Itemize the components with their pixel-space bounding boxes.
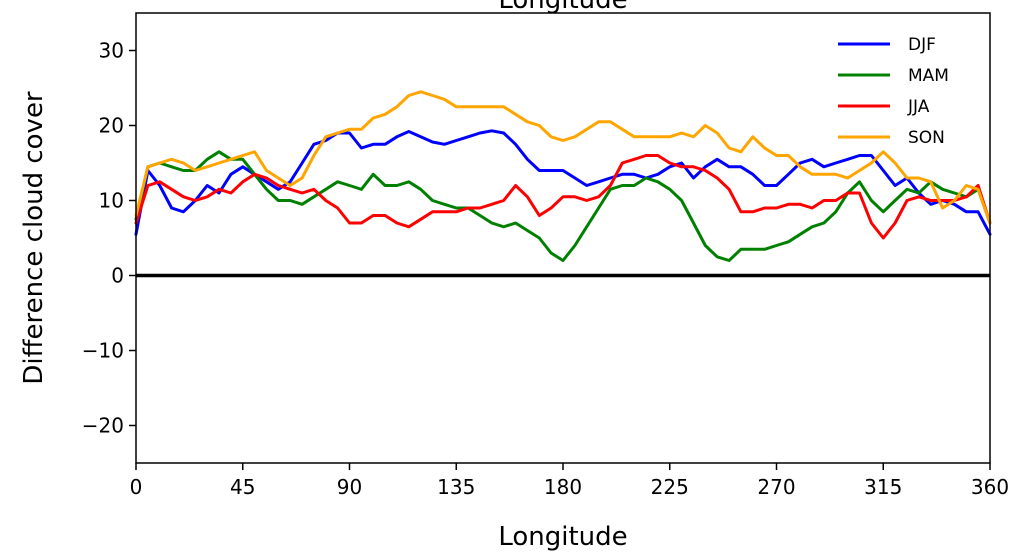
legend: DJF MAM JJA SON bbox=[838, 35, 949, 148]
x-tick-label: 315 bbox=[864, 475, 902, 499]
x-tick-label: 45 bbox=[230, 475, 255, 499]
series-line-jja bbox=[134, 154, 992, 240]
x-tick-label: 225 bbox=[651, 475, 689, 499]
y-axis-label: Difference cloud cover bbox=[19, 91, 49, 385]
y-tick-label: −10 bbox=[82, 339, 124, 363]
series-line-son bbox=[134, 90, 992, 225]
x-tick-label: 0 bbox=[130, 475, 143, 499]
x-tick-label: 90 bbox=[337, 475, 362, 499]
series-line-djf bbox=[134, 129, 992, 236]
y-tick-label: 20 bbox=[99, 114, 124, 138]
x-tick-label: 270 bbox=[757, 475, 795, 499]
legend-label-mam: MAM bbox=[908, 66, 949, 86]
legend-label-son: SON bbox=[908, 128, 945, 148]
x-tick-label: 360 bbox=[971, 475, 1009, 499]
chart-title: Longitude bbox=[498, 0, 627, 15]
x-axis-label: Longitude bbox=[498, 522, 627, 552]
y-tick-label: −20 bbox=[82, 414, 124, 438]
x-tick-label: 180 bbox=[544, 475, 582, 499]
y-tick-label: 30 bbox=[99, 39, 124, 63]
y-tick-label: 0 bbox=[111, 264, 124, 288]
y-tick-label: 10 bbox=[99, 189, 124, 213]
x-axis: 0 45 90 135 180 225 270 315 360 bbox=[130, 463, 1009, 499]
legend-label-jja: JJA bbox=[907, 97, 930, 117]
x-tick-label: 135 bbox=[437, 475, 475, 499]
chart-title-group: Longitude bbox=[498, 0, 627, 15]
plot-area bbox=[136, 13, 990, 463]
legend-label-djf: DJF bbox=[908, 35, 936, 55]
y-axis: −20 −10 0 10 20 30 bbox=[82, 39, 136, 438]
series-layer bbox=[134, 90, 992, 262]
